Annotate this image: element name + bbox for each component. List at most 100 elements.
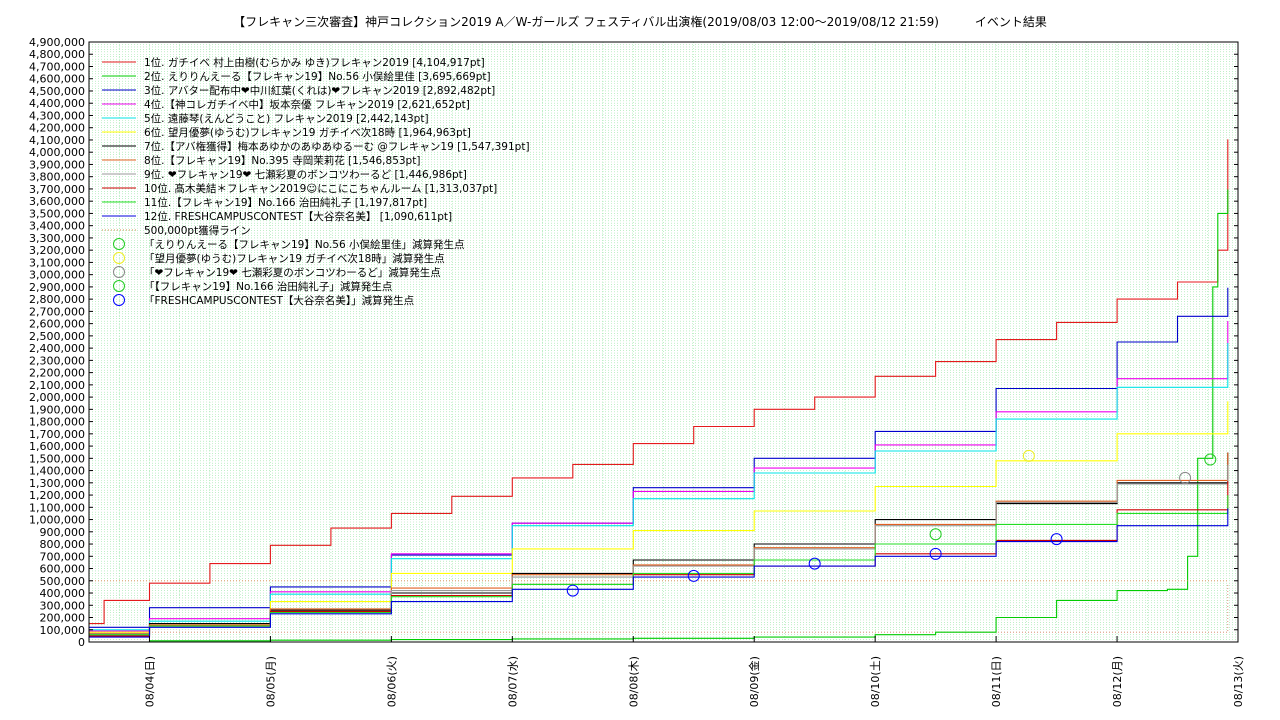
legend-marker-label-4: 「【フレキャン19】No.166 治田純礼子」減算発生点 xyxy=(144,280,392,293)
x-tick-label: 08/07(水) xyxy=(506,656,519,707)
marker-point-5 xyxy=(566,584,579,597)
y-tick-label: 2,200,000 xyxy=(29,367,85,380)
y-tick-label: 2,800,000 xyxy=(29,293,85,306)
grid xyxy=(88,41,1239,643)
legend-label-11: 11位.【フレキャン19】No.166 治田純礼子 [1,197,817pt] xyxy=(144,196,427,209)
y-tick-label: 500,000 xyxy=(40,575,86,588)
x-tick-label: 08/09(金) xyxy=(747,656,761,707)
y-tick-label: 3,500,000 xyxy=(29,207,85,220)
y-tick-label: 1,500,000 xyxy=(29,452,85,465)
legend-marker-4 xyxy=(113,280,125,292)
legend-label-4: 4位.【神コレガチイベ中】坂本奈優 フレキャン2019 [2,621,652pt… xyxy=(144,98,470,111)
y-tick-label: 2,400,000 xyxy=(29,342,85,355)
x-tick-label: 08/12(月) xyxy=(1111,656,1124,707)
y-tick-label: 2,100,000 xyxy=(29,379,85,392)
y-tick-label: 1,300,000 xyxy=(29,477,85,490)
legend-label-9: 9位. ❤フレキャン19❤ 七瀬彩夏のボンコツわーるど [1,446,986pt… xyxy=(144,168,467,181)
y-tick-label: 3,800,000 xyxy=(29,171,85,184)
y-tick-label: 2,700,000 xyxy=(29,305,85,318)
marker-point-3 xyxy=(1179,471,1192,484)
y-tick-label: 200,000 xyxy=(40,612,86,625)
marker-point-5 xyxy=(808,557,821,570)
y-tick-label: 3,000,000 xyxy=(29,269,85,282)
y-tick-label: 4,700,000 xyxy=(29,60,85,73)
y-tick-label: 4,000,000 xyxy=(29,146,85,159)
x-tick-label: 08/05(月) xyxy=(264,656,277,707)
y-tick-label: 3,300,000 xyxy=(29,232,85,245)
y-tick-label: 4,400,000 xyxy=(29,97,85,110)
marker-point-5 xyxy=(929,547,942,560)
y-axis: 0100,000200,000300,000400,000500,000600,… xyxy=(29,36,1238,649)
y-tick-label: 3,600,000 xyxy=(29,195,85,208)
y-tick-label: 3,400,000 xyxy=(29,220,85,233)
y-tick-label: 1,700,000 xyxy=(29,428,85,441)
y-tick-label: 700,000 xyxy=(40,550,86,563)
y-tick-label: 2,600,000 xyxy=(29,318,85,331)
y-tick-label: 1,600,000 xyxy=(29,440,85,453)
x-tick-label: 08/06(火) xyxy=(385,656,398,707)
x-tick-label: 08/11(日) xyxy=(990,656,1003,707)
marker-point-5 xyxy=(687,569,700,582)
y-tick-label: 3,200,000 xyxy=(29,244,85,257)
y-tick-label: 1,000,000 xyxy=(29,514,85,527)
chart-title: 【フレキャン三次審査】神戸コレクション2019 A／W-ガールズ フェスティバル… xyxy=(233,14,1047,29)
x-axis: 08/04(日) 08/05(月) 08/06(火) 08/07(水) 08/08(木)… xyxy=(143,636,1245,707)
y-tick-label: 4,300,000 xyxy=(29,109,85,122)
x-tick-label: 08/13(火) xyxy=(1232,656,1245,707)
legend-label-5: 5位. 遠藤琴(えんどうこと) フレキャン2019 [2,442,143pt] xyxy=(144,112,429,125)
legend-label-10: 10位. 髙木美結＊フレキャン2019☺にこにこちゃんルーム [1,313,03… xyxy=(144,182,497,195)
legend-marker-5 xyxy=(113,294,125,306)
y-tick-label: 1,100,000 xyxy=(29,501,85,514)
y-tick-label: 400,000 xyxy=(40,587,86,600)
series-line-12 xyxy=(89,508,1229,638)
y-tick-label: 3,900,000 xyxy=(29,158,85,171)
legend-marker-label-2: 「望月優夢(ゆうむ)フレキャン19 ガチイベ次18時」減算発生点 xyxy=(144,252,445,265)
y-tick-label: 4,900,000 xyxy=(29,36,85,49)
y-tick-label: 1,400,000 xyxy=(29,465,85,478)
y-tick-label: 800,000 xyxy=(40,538,86,551)
y-tick-label: 3,700,000 xyxy=(29,183,85,196)
marker-point-5 xyxy=(1050,533,1063,546)
legend: 1位. ガチイベ 村上由樹(むらかみ ゆき)フレキャン2019 [4,104,9… xyxy=(102,56,530,307)
legend-marker-1 xyxy=(113,238,125,250)
x-tick-label: 08/10(土) xyxy=(869,656,882,707)
marker-point-1 xyxy=(1204,453,1217,466)
y-tick-label: 4,600,000 xyxy=(29,73,85,86)
y-tick-label: 3,100,000 xyxy=(29,256,85,269)
legend-label-3: 3位. アバター配布中❤中川紅葉(くれは)❤フレキャン2019 [2,892,4… xyxy=(144,84,495,97)
y-tick-label: 300,000 xyxy=(40,599,86,612)
y-tick-label: 2,300,000 xyxy=(29,354,85,367)
legend-label-13: 500,000pt獲得ライン xyxy=(144,224,251,237)
legend-marker-label-5: 「FRESHCAMPUSCONTEST【大谷奈名美】」減算発生点 xyxy=(144,294,414,307)
y-tick-label: 100,000 xyxy=(40,624,86,637)
y-tick-label: 1,200,000 xyxy=(29,489,85,502)
legend-marker-label-3: 「❤フレキャン19❤ 七瀬彩夏のボンコツわーるど」減算発生点 xyxy=(144,266,441,279)
marker-point-2 xyxy=(1022,449,1035,462)
y-tick-label: 2,000,000 xyxy=(29,391,85,404)
legend-marker-2 xyxy=(113,252,125,264)
y-tick-label: 1,900,000 xyxy=(29,403,85,416)
legend-marker-3 xyxy=(113,266,125,278)
legend-label-1: 1位. ガチイベ 村上由樹(むらかみ ゆき)フレキャン2019 [4,104,9… xyxy=(144,56,485,69)
y-tick-label: 2,500,000 xyxy=(29,330,85,343)
y-tick-label: 2,900,000 xyxy=(29,281,85,294)
legend-label-7: 7位.【アバ権獲得】梅本あゆかのあゆあゆるーむ @フレキャン19 [1,547,… xyxy=(144,140,530,153)
legend-label-2: 2位. えりりんえーる【フレキャン19】No.56 小俣絵里佳 [3,695,6… xyxy=(144,70,491,83)
y-tick-label: 4,800,000 xyxy=(29,48,85,61)
y-tick-label: 1,800,000 xyxy=(29,416,85,429)
y-tick-label: 600,000 xyxy=(40,563,86,576)
series-line-1 xyxy=(89,139,1229,625)
legend-marker-label-1: 「えりりんえーる【フレキャン19】No.56 小俣絵里佳」減算発生点 xyxy=(144,238,465,251)
marker-point-4 xyxy=(929,528,942,541)
y-tick-label: 900,000 xyxy=(40,526,86,539)
x-tick-label: 08/04(日) xyxy=(143,656,156,707)
x-tick-label: 08/08(木) xyxy=(627,656,640,707)
legend-label-8: 8位.【フレキャン19】No.395 寺岡茉莉花 [1,546,853pt] xyxy=(144,154,420,167)
y-tick-label: 0 xyxy=(78,636,85,649)
legend-label-12: 12位. FRESHCAMPUSCONTEST【大谷奈名美】 [1,090,61… xyxy=(144,210,452,223)
plot-frame xyxy=(88,41,1239,643)
y-tick-label: 4,500,000 xyxy=(29,85,85,98)
y-tick-label: 4,200,000 xyxy=(29,122,85,135)
marker-points xyxy=(566,449,1217,597)
